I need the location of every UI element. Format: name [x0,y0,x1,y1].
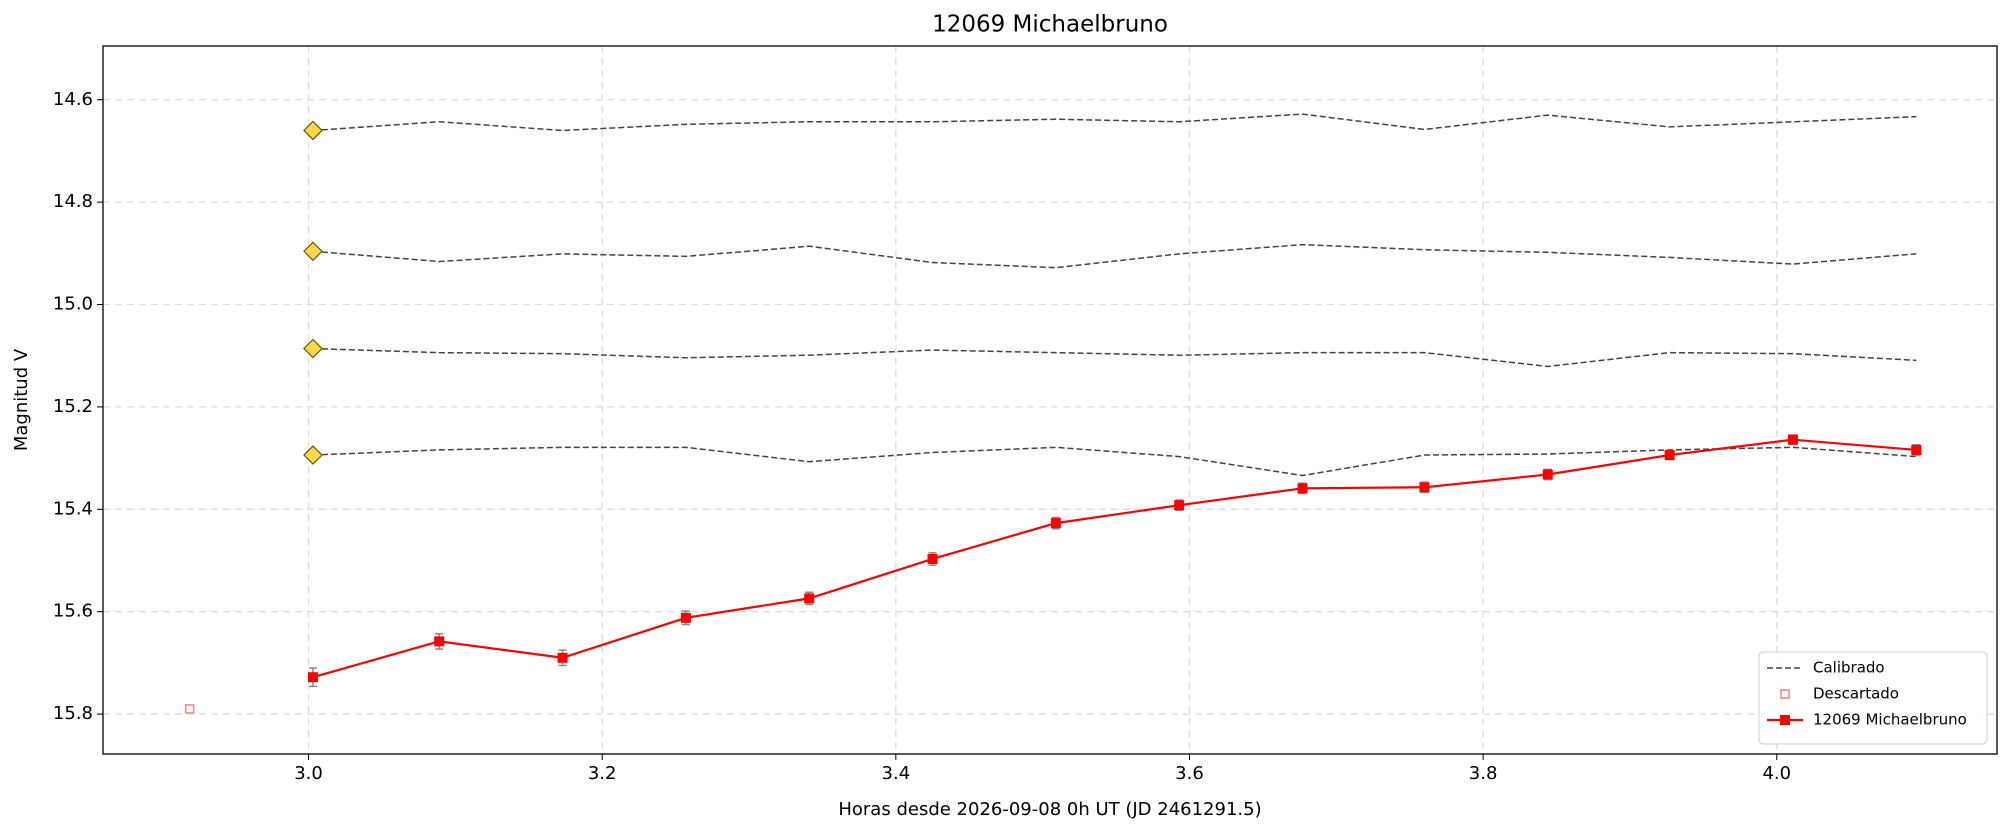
x-tick-label: 3.4 [882,763,911,784]
x-tick-label: 3.8 [1469,763,1498,784]
series-marker [557,652,568,663]
legend-box [1758,651,1988,745]
x-tick-label: 3.0 [294,763,323,784]
y-axis-label: Magnitud V [11,348,32,451]
series-marker [1542,469,1553,480]
series-marker [804,593,815,604]
series-line [312,438,1917,679]
legend-swatch [1780,715,1790,725]
series-marker [434,636,445,647]
y-tick-label: 15.6 [53,601,93,622]
series-marker [1787,434,1798,445]
series-marker [1911,444,1922,455]
calibrated-marker [303,338,323,359]
series-marker [1297,483,1308,494]
legend: Calibrado Descartado 12069 Michaelbruno [1758,651,1988,745]
chart-title: 12069 Michaelbruno [932,12,1168,38]
y-tick-label: 14.6 [53,89,93,110]
x-tick-label: 3.2 [588,763,617,784]
series-marker [307,672,318,683]
series-marker [927,553,938,564]
legend-swatch [1780,689,1790,699]
x-axis-label: Horas desde 2026-09-08 0h UT (JD 2461291… [838,799,1261,820]
legend-label: 12069 Michaelbruno [1813,711,1967,729]
y-tick-label: 15.2 [53,396,93,417]
x-tick-label: 4.0 [1762,763,1791,784]
calibrated-line [312,243,1917,269]
y-tick-label: 15.8 [53,703,93,724]
y-tick-label: 15.4 [53,498,93,519]
series-marker [1050,518,1061,529]
calibrated-line [312,347,1917,368]
calibrated-marker [303,445,323,465]
y-tick-label: 14.8 [53,191,93,212]
calibrated-line [312,446,1917,477]
x-tick-label: 3.6 [1175,763,1204,784]
legend-label: Descartado [1813,685,1899,703]
series-marker [1419,482,1430,493]
discarded-point [184,704,195,714]
series-marker [1664,450,1675,461]
plot-frame [102,45,1998,755]
series-marker [680,612,691,623]
series-marker [1174,500,1185,511]
calibrated-marker [303,241,323,262]
calibrated-line [312,113,1917,132]
y-tick-label: 15.0 [53,294,93,315]
legend-label: Calibrado [1813,659,1885,677]
calibrated-marker [303,120,323,141]
